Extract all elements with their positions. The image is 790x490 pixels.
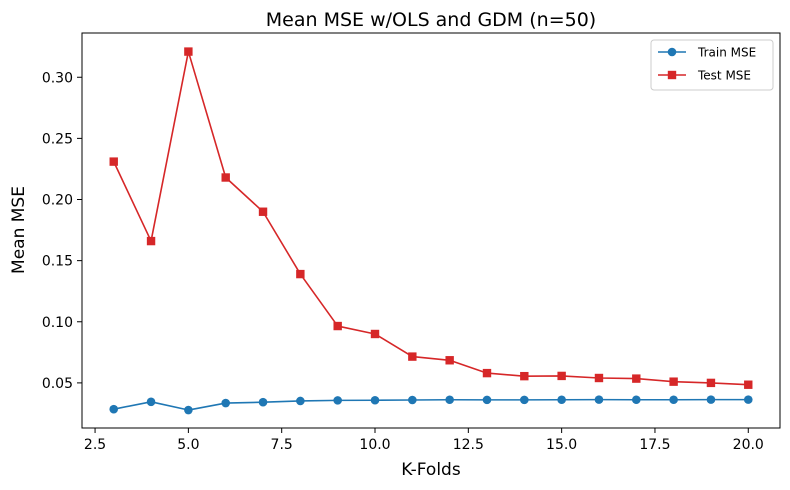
test-mse-point [184, 47, 193, 56]
train-mse-point [408, 395, 417, 405]
test-mse-point [482, 368, 492, 378]
test-mse-point [557, 371, 566, 381]
train-mse-point [482, 395, 492, 405]
train-mse-point [631, 395, 641, 405]
train-mse-point [296, 396, 305, 406]
x-tick-label: 7.5 [271, 437, 293, 453]
y-tick-label: 0.15 [42, 254, 73, 270]
plot-area [81, 32, 781, 429]
test-mse-point [146, 236, 156, 246]
train-mse-point [520, 395, 529, 405]
test-mse-point [706, 378, 716, 388]
train-mse-point [109, 404, 119, 414]
test-mse-point [632, 374, 641, 383]
legend-items: Train MSE Test MSE [658, 46, 756, 83]
legend-label: Train MSE [697, 46, 756, 60]
test-mse-point [520, 371, 529, 381]
train-mse-point [743, 395, 753, 404]
train-mse-point [669, 395, 678, 405]
train-mse-point [221, 398, 231, 408]
y-tick-label: 0.20 [42, 193, 73, 209]
legend-marker-swatch [667, 47, 677, 57]
test-mse-point [594, 373, 604, 383]
train-mse-point [333, 396, 342, 405]
test-mse-series [109, 47, 753, 389]
x-tick-label: 20.0 [733, 437, 764, 453]
y-axis: 0.05 0.10 0.15 0.20 0.25 0.30 [42, 70, 82, 392]
y-tick-label: 0.05 [42, 376, 73, 392]
legend: Train MSE Test MSE [650, 39, 774, 91]
train-mse-series [109, 395, 753, 415]
y-tick-label: 0.10 [42, 315, 73, 331]
train-mse-point [184, 405, 193, 415]
x-tick-label: 5.0 [177, 437, 199, 453]
train-mse-point [445, 395, 454, 405]
series-layer [109, 47, 753, 415]
test-mse-point [408, 352, 417, 361]
x-tick-label: 2.5 [84, 437, 106, 453]
legend-item-train-mse: Train MSE [658, 46, 756, 60]
x-axis-label: K-Folds [401, 460, 461, 480]
y-tick-label: 0.30 [42, 70, 73, 86]
x-tick-label: 15.0 [546, 437, 577, 453]
x-tick-label: 10.0 [359, 437, 390, 453]
x-axis: 2.5 5.0 7.5 10.0 12.5 15.0 17.5 20.0 [84, 428, 764, 453]
test-mse-point [370, 329, 380, 339]
test-mse-point [221, 173, 230, 182]
test-mse-point [333, 321, 342, 331]
test-mse-point [258, 207, 268, 216]
train-mse-point [370, 395, 380, 405]
y-tick-label: 0.25 [42, 131, 73, 147]
train-mse-line [113, 398, 749, 411]
axes-frame [81, 32, 781, 429]
train-mse-point [706, 395, 716, 404]
train-mse-point [258, 397, 268, 407]
train-mse-point [594, 395, 604, 404]
test-mse-line [113, 50, 749, 386]
legend-item-test-mse: Test MSE [658, 69, 751, 83]
train-mse-point [557, 395, 566, 405]
chart-title: Mean MSE w/OLS and GDM (n=50) [266, 9, 596, 31]
test-mse-point [669, 377, 678, 386]
y-axis-label: Mean MSE [9, 186, 29, 274]
test-mse-point [445, 356, 454, 365]
test-mse-point [744, 380, 753, 389]
train-mse-point [146, 397, 156, 407]
test-mse-point [296, 269, 305, 279]
x-tick-label: 17.5 [639, 437, 670, 453]
legend-marker-swatch [667, 70, 677, 80]
legend-label: Test MSE [697, 69, 751, 83]
test-mse-point [109, 157, 118, 166]
x-tick-label: 12.5 [453, 437, 484, 453]
